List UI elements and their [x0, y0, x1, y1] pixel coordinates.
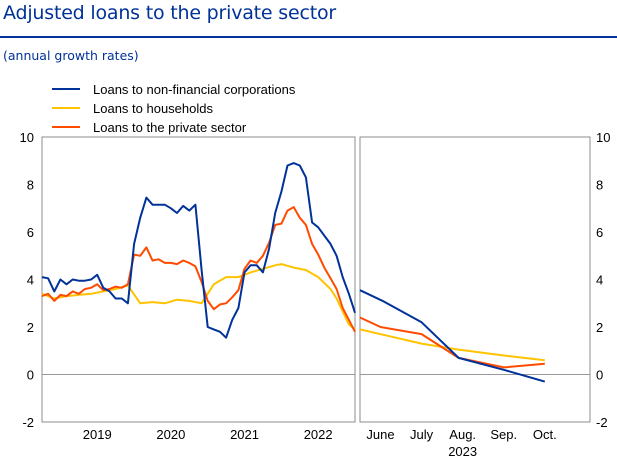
- left-panel-frame: [41, 136, 356, 423]
- series-private-sector-right: [359, 316, 545, 369]
- x-tick-label-left: 2020: [156, 427, 185, 442]
- y-axis-left: -2 0 2 4 6 8 10: [20, 130, 34, 430]
- title-rule: [0, 36, 617, 38]
- y-tick-label-left: 4: [27, 273, 34, 288]
- chart-subtitle: (annual growth rates): [3, 48, 139, 63]
- x-axis-left: 2019 2020 2021 2022: [83, 427, 333, 442]
- x-tick-label-right: Aug.: [449, 427, 476, 442]
- legend: Loans to non-financial corporations Loans…: [52, 82, 296, 135]
- x-tick-label-left: 2019: [83, 427, 112, 442]
- y-tick-label-right: -2: [596, 415, 608, 430]
- y-tick-label-left: 10: [20, 130, 34, 145]
- series-nfc-right: [359, 289, 546, 383]
- legend-label-nfc: Loans to non-financial corporations: [93, 82, 296, 97]
- series-nfc-left: [41, 162, 356, 339]
- x-tick-label-right: June: [366, 427, 394, 442]
- left-panel-series: [41, 162, 356, 339]
- y-tick-label-right: 0: [596, 368, 603, 383]
- right-panel-frame: [359, 136, 591, 423]
- y-tick-label-left: 6: [27, 225, 34, 240]
- y-tick-label-right: 6: [596, 225, 603, 240]
- legend-label-private: Loans to the private sector: [93, 120, 247, 135]
- series-private-sector-left: [41, 206, 356, 333]
- legend-label-households: Loans to households: [93, 101, 213, 116]
- x-axis-right: June July Aug. Sep. Oct. 2023: [366, 427, 556, 459]
- series-households-left: [41, 263, 356, 331]
- right-panel-series: [359, 289, 546, 383]
- y-tick-label-left: -2: [22, 415, 34, 430]
- chart-title: Adjusted loans to the private sector: [3, 2, 336, 24]
- y-axis-right: -2 0 2 4 6 8 10: [596, 130, 610, 430]
- y-tick-label-right: 10: [596, 130, 610, 145]
- y-tick-label-right: 8: [596, 178, 603, 193]
- x-tick-label-right: July: [410, 427, 434, 442]
- x-tick-label-left: 2021: [230, 427, 259, 442]
- y-tick-label-left: 2: [27, 320, 34, 335]
- y-tick-label-left: 0: [27, 368, 34, 383]
- y-tick-label-right: 4: [596, 273, 603, 288]
- x-tick-label-right: Sep.: [490, 427, 517, 442]
- series-households-right: [359, 328, 545, 362]
- x-year-label: 2023: [448, 444, 477, 459]
- y-tick-label-left: 8: [27, 178, 34, 193]
- x-tick-label-right: Oct.: [533, 427, 557, 442]
- x-tick-label-left: 2022: [304, 427, 333, 442]
- y-tick-label-right: 2: [596, 320, 603, 335]
